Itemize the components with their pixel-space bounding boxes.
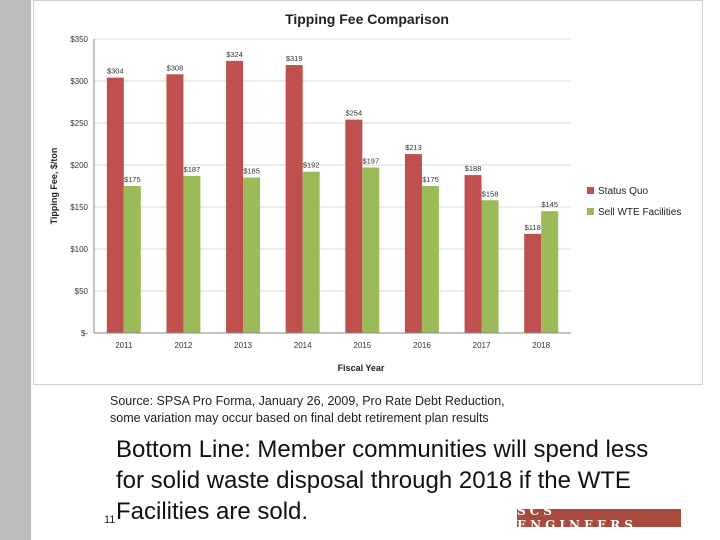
y-tick-label: $150 (70, 203, 88, 212)
chart-title: Tipping Fee Comparison (285, 11, 449, 27)
bar-sell-wte (541, 211, 559, 333)
legend-label-sell-wte: Sell WTE Facilities (598, 207, 681, 218)
data-label-sell-wte: $158 (482, 189, 499, 198)
bar-status-quo (285, 65, 303, 333)
data-label-status-quo: $324 (226, 50, 243, 59)
data-label-status-quo: $308 (167, 63, 184, 72)
bar-sell-wte (362, 167, 380, 333)
x-tick-label: 2016 (413, 341, 431, 350)
bar-sell-wte (123, 186, 141, 333)
data-label-sell-wte: $187 (184, 165, 201, 174)
y-tick-label: $50 (75, 287, 89, 296)
data-label-sell-wte: $185 (243, 167, 260, 176)
gridlines (94, 38, 571, 334)
y-tick-label: $300 (70, 77, 88, 86)
data-label-sell-wte: $197 (362, 157, 379, 166)
bars (106, 60, 559, 334)
data-label-status-quo: $254 (345, 109, 362, 118)
bottom-line-text-3: Facilities are sold. (116, 498, 309, 525)
data-labels: $304 $175 $308 $187 $324 $185 $319 $192 $254 $197… (107, 50, 558, 232)
data-label-sell-wte: $192 (303, 161, 320, 170)
data-label-status-quo: $319 (286, 54, 303, 63)
x-tick-label: 2011 (115, 341, 133, 350)
bar-status-quo (345, 119, 363, 333)
data-label-status-quo: $304 (107, 67, 124, 76)
y-tick-label: $200 (70, 161, 88, 170)
data-label-status-quo: $188 (465, 164, 482, 173)
bar-status-quo (166, 74, 184, 333)
y-tick-label: $100 (70, 245, 88, 254)
y-tick-label: $- (81, 329, 88, 338)
bar-status-quo (404, 154, 422, 333)
legend-swatch-status-quo (587, 187, 594, 194)
x-tick-label: 2015 (353, 341, 371, 350)
tipping-fee-chart: Tipping Fee Comparison Tipping Fee, $/to… (49, 11, 681, 373)
source-note-line-2: some variation may occur based on final … (110, 411, 489, 425)
x-tick-label: 2018 (532, 341, 550, 350)
bar-status-quo (524, 233, 542, 333)
axes: $- $50 $100 $150 $200 $250 $300 $350 2011 2012 201… (70, 35, 571, 350)
slide-number: 11 (104, 514, 116, 526)
data-label-sell-wte: $175 (422, 175, 439, 184)
data-label-status-quo: $213 (405, 143, 422, 152)
x-tick-label: 2017 (473, 341, 491, 350)
y-axis-label: Tipping Fee, $/ton (49, 148, 59, 225)
left-decorative-bar (0, 0, 31, 540)
legend-label-status-quo: Status Quo (598, 186, 648, 197)
scs-engineers-logo: SCS ENGINEERS (517, 504, 681, 532)
bar-sell-wte (302, 171, 320, 333)
bar-sell-wte (183, 175, 201, 333)
chart-frame: Tipping Fee Comparison Tipping Fee, $/to… (33, 0, 703, 385)
legend-swatch-sell-wte (587, 208, 594, 215)
bottom-line-text-1: Bottom Line: Member communities will spe… (116, 436, 649, 463)
data-label-sell-wte: $145 (541, 200, 558, 209)
bar-status-quo (226, 60, 244, 334)
bar-status-quo (464, 175, 482, 333)
data-label-sell-wte: $175 (124, 175, 141, 184)
bar-status-quo (106, 77, 124, 333)
y-tick-label: $250 (70, 119, 88, 128)
legend: Status Quo Sell WTE Facilities (587, 186, 681, 218)
data-label-status-quo: $118 (525, 223, 541, 232)
bar-sell-wte (481, 200, 499, 333)
x-tick-label: 2013 (234, 341, 252, 350)
bottom-line-text-2: for solid waste disposal through 2018 if… (116, 467, 631, 494)
y-tick-label: $350 (70, 35, 88, 44)
source-note-line-1: Source: SPSA Pro Forma, January 26, 2009… (110, 394, 505, 408)
x-axis-label: Fiscal Year (338, 363, 385, 373)
bar-sell-wte (243, 177, 261, 333)
source-note: Source: SPSA Pro Forma, January 26, 2009… (110, 393, 630, 427)
bar-sell-wte (421, 186, 439, 333)
bottom-line-statement: Bottom Line: Member communities will spe… (116, 434, 676, 527)
x-tick-label: 2012 (175, 341, 193, 350)
x-tick-label: 2014 (294, 341, 312, 350)
